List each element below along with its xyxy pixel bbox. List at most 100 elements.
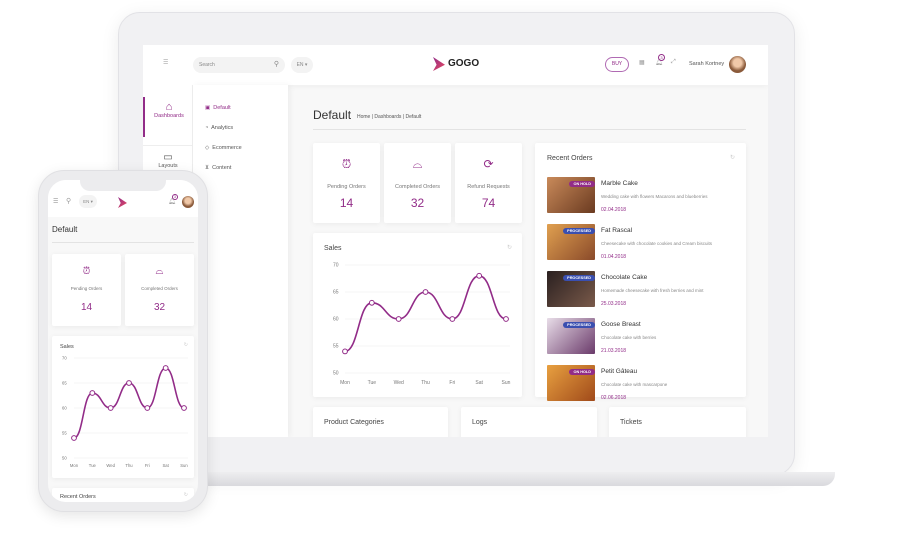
refresh-icon[interactable]: ↻ [729,155,735,161]
submenu-content[interactable]: ⊻ Content [205,165,231,171]
apps-grid-icon[interactable]: ▦ [639,60,645,66]
data-point[interactable] [342,348,348,355]
basket-icon: ⌓ [155,266,164,277]
refresh-icon[interactable]: ↻ [183,342,188,348]
x-tick-label: Fri [449,380,455,386]
order-name[interactable]: Petit Gâteau [601,368,638,375]
tag-icon: ◇ [205,145,210,151]
x-tick-label: Sat [475,380,483,386]
submenu-analytics[interactable]: ◔ Analytics [205,125,233,131]
logo-text[interactable]: GOGO [448,58,480,69]
shop-icon: ⌂ [165,101,173,113]
submenu-ecommerce[interactable]: ◇ Ecommerce [205,145,242,151]
search-icon[interactable]: ⚲ [273,61,279,68]
alarm-clock-icon: ⏰︎ [341,157,352,171]
data-point[interactable] [449,316,456,322]
stat-label: Refund Requests [467,184,510,190]
menu-toggle-icon[interactable]: ☰ [163,60,169,66]
x-tick-label: Fri [145,463,150,468]
y-tick-label: 70 [333,263,339,269]
data-point[interactable] [476,272,483,279]
refresh-icon[interactable]: ↻ [183,492,188,498]
sales-chart: 50 55 60 65 70 Mon Tue Wed Thu Fri Sat Sun [62,355,188,468]
alarm-clock-icon: ⏰︎ [82,266,91,277]
menu-toggle-icon[interactable]: ☰ [53,199,59,205]
y-tick-label: 65 [333,290,339,296]
order-name[interactable]: Fat Rascal [601,227,633,234]
y-tick-label: 60 [62,405,67,410]
order-name[interactable]: Marble Cake [601,180,638,187]
order-item[interactable]: PROCESSED Chocolate Cake Homemade cheese… [547,271,737,311]
y-tick-label: 55 [62,430,67,435]
x-tick-label: Sat [163,463,170,468]
language-select[interactable]: EN ▾ [291,57,313,73]
avatar[interactable] [182,196,194,208]
logs-card: Logs [461,407,597,437]
stat-card-completed: ⌓ Completed Orders 32 [125,254,194,326]
order-item[interactable]: PROCESSED Fat Rascal Cheesecake with cho… [547,224,737,264]
bell-icon[interactable]: 🔔︎ [655,60,663,66]
data-point[interactable] [368,299,375,306]
data-point[interactable] [144,405,151,411]
data-point[interactable] [395,316,402,322]
stat-card: ⟳ Refund Requests 74 [455,143,522,223]
search-icon[interactable]: ⚲ [66,198,72,205]
x-tick-label: Thu [421,380,430,386]
order-description: Chocolate cake with mascarpone [601,382,668,387]
stat-label: Completed Orders [395,184,440,190]
x-tick-label: Sun [502,380,511,386]
stat-value: 74 [481,196,496,210]
order-item[interactable]: ON HOLD Marble Cake Wedding cake with fl… [547,177,737,217]
buy-button[interactable]: BUY [605,57,629,72]
status-badge: ON HOLD [569,369,595,375]
user-name[interactable]: Sarah Kortney [689,61,725,67]
order-name[interactable]: Goose Breast [601,321,641,328]
submenu-default[interactable]: ▣ Default [205,105,231,111]
bell-icon[interactable]: 🔔︎ [168,199,176,205]
card-title: Tickets [620,419,642,426]
laptop-screen: ☰ Search ⚲ EN ▾ GOGO BUY ▦ 🔔︎ 3 ⤢ Sarah K… [143,45,768,437]
y-tick-label: 70 [62,355,67,360]
order-date: 02.06.2018 [601,395,627,401]
data-point[interactable] [162,365,169,371]
card-title: Logs [472,419,488,426]
submenu-label: Default [213,105,231,111]
x-tick-label: Tue [89,463,97,468]
refresh-icon[interactable]: ↻ [506,245,512,251]
status-badge: PROCESSED [563,275,595,281]
x-tick-label: Wed [394,380,404,386]
divider [52,242,194,243]
data-point[interactable] [181,405,187,411]
sidebar-item-layouts[interactable]: ▭ Layouts [143,145,193,185]
tickets-card: Tickets [609,407,746,437]
breadcrumb-dashboards[interactable]: Dashboards [374,114,402,120]
x-tick-label: Wed [106,463,115,468]
order-date: 01.04.2018 [601,254,627,260]
search-input[interactable]: Search ⚲ [193,57,285,73]
submenu-label: Ecommerce [212,145,242,151]
y-tick-label: 60 [333,317,339,323]
order-item[interactable]: ON HOLD Petit Gâteau Chocolate cake with… [547,365,737,405]
y-tick-label: 65 [62,380,67,385]
breadcrumb-home[interactable]: Home [357,114,371,120]
x-tick-label: Mon [340,380,350,386]
order-name[interactable]: Chocolate Cake [601,274,648,281]
data-point[interactable] [126,380,132,386]
data-point[interactable] [422,289,429,295]
recent-orders-title: Recent Orders [60,494,96,500]
stat-label: Completed Orders [141,286,178,291]
data-point[interactable] [89,390,96,396]
cart-icon: ⊻ [205,165,210,171]
fullscreen-icon[interactable]: ⤢ [671,59,676,65]
data-point[interactable] [107,405,114,411]
avatar[interactable] [729,56,746,73]
order-date: 21.03.2018 [601,348,627,354]
refresh-icon: ⟳ [483,157,494,171]
language-select[interactable]: EN ▾ [79,195,97,208]
phone-frame: ☰ ⚲ EN ▾ 🔔︎ 3 Default ⏰︎ Pending Orders … [38,170,208,512]
sales-title: Sales [324,245,342,252]
sidebar-item-dashboards[interactable]: ⌂ Dashboards [143,97,193,137]
order-item[interactable]: PROCESSED Goose Breast Chocolate cake wi… [547,318,737,358]
data-point[interactable] [71,435,77,441]
data-point[interactable] [503,316,509,322]
